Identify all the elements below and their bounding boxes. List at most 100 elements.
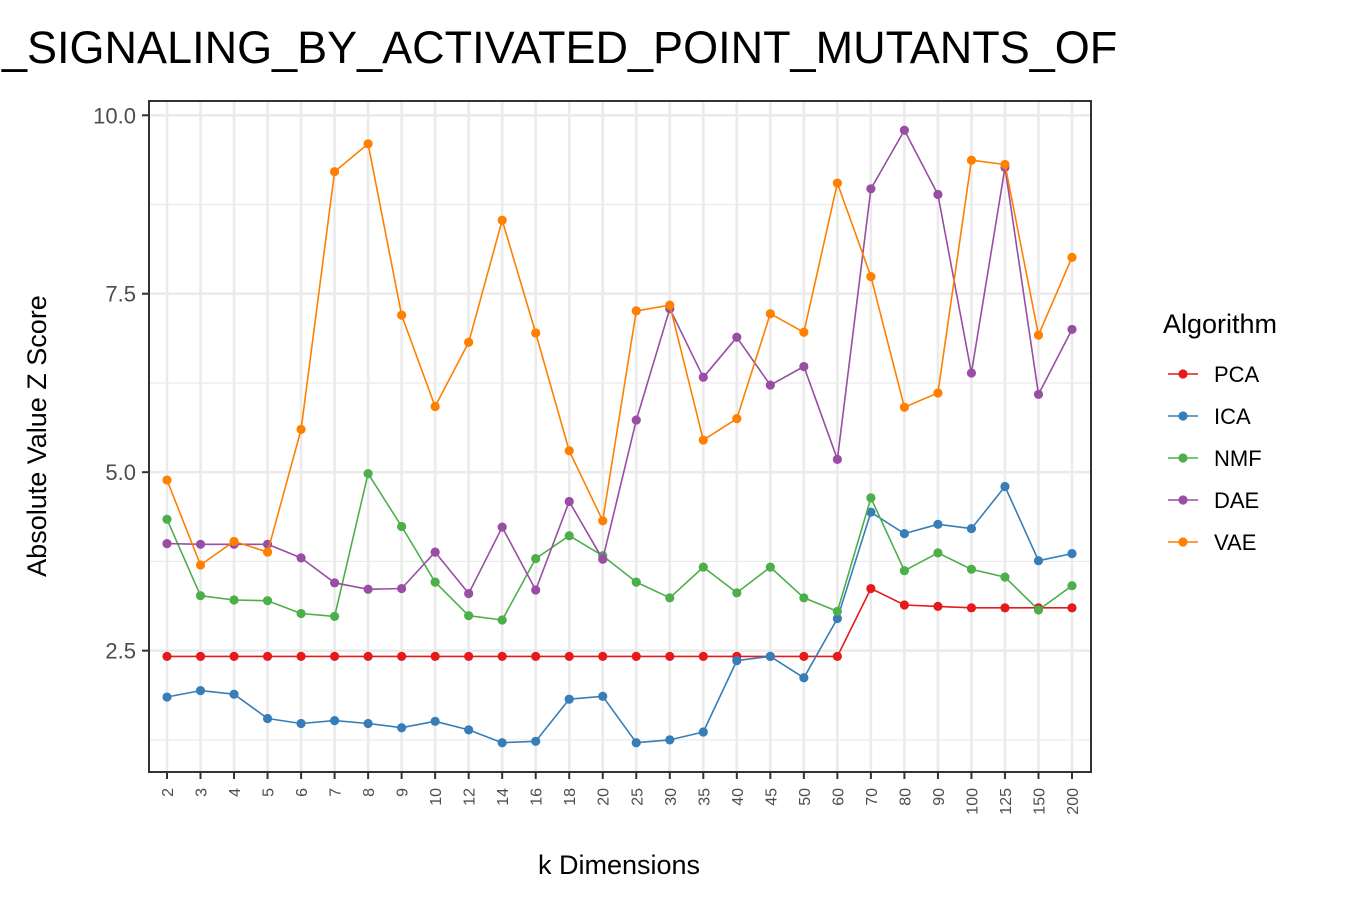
data-point-ica (430, 716, 440, 726)
data-point-dae (799, 361, 809, 372)
data-point-nmf (329, 611, 340, 621)
data-point-pca (397, 651, 407, 661)
data-point-pca (966, 603, 977, 613)
legend-key-point (1178, 411, 1188, 421)
plot-background (149, 101, 1091, 772)
data-point-vae (765, 309, 775, 319)
data-point-nmf (464, 611, 474, 621)
data-point-ica (397, 723, 407, 733)
data-point-nmf (564, 531, 574, 541)
series-line-nmf (166, 472, 1073, 621)
data-point-vae (497, 215, 507, 225)
data-point-vae (296, 424, 306, 434)
x-tick-label: 14 (495, 788, 512, 806)
data-point-vae (397, 310, 407, 320)
series-line-pca (167, 587, 1072, 658)
chart-title: _SIGNALING_BY_ACTIVATED_POINT_MUTANTS_OF (1, 22, 1117, 73)
data-point-ica (195, 686, 206, 696)
data-point-pca (631, 651, 641, 661)
legend-label: DAE (1214, 488, 1259, 513)
data-point-nmf (1033, 605, 1044, 615)
data-point-pca (665, 651, 675, 661)
data-point-nmf (1000, 572, 1010, 582)
y-tick-label: 5.0 (105, 460, 136, 485)
x-tick-label: 80 (897, 788, 914, 806)
data-point-ica (866, 507, 876, 517)
data-point-nmf (732, 588, 742, 598)
series-layer (162, 125, 1077, 748)
data-point-dae (933, 189, 943, 200)
data-point-dae (564, 496, 574, 507)
data-point-dae (732, 332, 742, 342)
grid (149, 101, 1091, 772)
x-tick-label: 45 (763, 788, 780, 806)
data-point-ica (564, 694, 574, 704)
data-point-vae (195, 560, 206, 570)
data-point-ica (162, 692, 172, 702)
data-point-vae (598, 516, 608, 526)
data-point-dae (631, 415, 641, 425)
legend-key-point (1178, 369, 1188, 379)
legend-key-point (1178, 495, 1188, 505)
data-point-pca (363, 651, 373, 661)
series-nmf (162, 469, 1077, 625)
data-point-vae (262, 547, 273, 557)
data-point-nmf (631, 577, 641, 587)
data-point-ica (531, 736, 541, 746)
data-point-pca (799, 651, 809, 661)
data-point-ica (262, 713, 273, 724)
data-point-vae (933, 388, 943, 398)
data-point-dae (866, 184, 876, 194)
x-tick-label: 200 (1065, 788, 1082, 815)
data-point-pca (162, 651, 172, 661)
data-point-ica (799, 673, 809, 683)
data-point-vae (732, 414, 742, 424)
data-point-ica (765, 651, 775, 661)
data-point-pca (933, 601, 943, 611)
data-point-vae (1067, 252, 1077, 262)
x-tick-label: 12 (462, 788, 479, 806)
data-point-dae (497, 522, 507, 532)
legend: Algorithm PCA ICA NMF DAE VAE (1163, 309, 1277, 555)
legend-label: ICA (1214, 404, 1251, 429)
x-axis-title: k Dimensions (538, 850, 700, 880)
x-tick-label: 70 (864, 788, 881, 806)
legend-items: PCA ICA NMF DAE VAE (1168, 362, 1262, 555)
data-point-pca (832, 651, 842, 661)
data-point-ica (363, 718, 373, 729)
data-point-dae (698, 372, 708, 382)
y-tick-label: 10.0 (93, 103, 136, 128)
data-point-pca (899, 600, 910, 610)
y-axis-title: Absolute Value Z Score (22, 295, 52, 577)
data-point-pca (698, 651, 708, 661)
data-point-nmf (497, 615, 507, 625)
data-point-ica (1033, 556, 1044, 566)
data-point-nmf (162, 514, 172, 524)
data-point-dae (1033, 389, 1044, 399)
x-tick-label: 5 (261, 788, 278, 797)
data-point-dae (464, 588, 474, 599)
x-tick-label: 30 (663, 788, 680, 806)
data-point-ica (1000, 481, 1010, 492)
y-tick-label: 2.5 (105, 639, 136, 664)
data-point-ica (631, 738, 641, 748)
series-line-vae (166, 143, 1073, 566)
data-point-vae (464, 337, 474, 347)
data-point-pca (430, 651, 440, 661)
legend-label: VAE (1214, 530, 1256, 555)
data-point-vae (631, 306, 641, 316)
x-tick-label: 50 (797, 788, 814, 806)
x-axis: 2 3 4 5 6 7 8 9 10 12 14 16 18 20 25 30 35 40 45 50 60 70 80 90… (160, 772, 1082, 815)
data-point-nmf (765, 562, 775, 572)
data-point-pca (229, 651, 239, 661)
x-tick-label: 25 (629, 788, 646, 806)
data-point-vae (162, 475, 172, 485)
data-point-nmf (665, 593, 675, 603)
data-point-nmf (430, 577, 440, 587)
legend-item-pca: PCA (1168, 362, 1260, 387)
legend-label: PCA (1214, 362, 1260, 387)
x-tick-label: 35 (696, 788, 713, 806)
x-tick-label: 4 (227, 788, 244, 797)
data-point-ica (329, 716, 340, 726)
